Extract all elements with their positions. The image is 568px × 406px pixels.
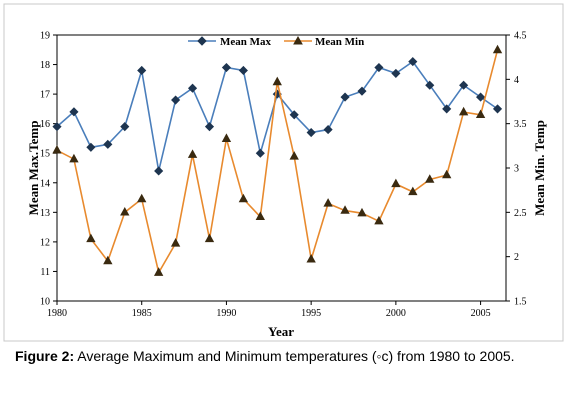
y-right-tick-label: 3.5 <box>514 119 527 130</box>
legend-mean-max-marker <box>197 36 207 46</box>
mean-min-point <box>374 215 384 225</box>
plot-area-frame <box>56 34 507 302</box>
x-tick-label: 1995 <box>301 308 321 319</box>
mean-min-point <box>52 144 62 154</box>
y-right-tick-label: 4 <box>514 75 519 86</box>
legend-mean-min-marker <box>293 35 303 45</box>
series-layer <box>52 44 503 276</box>
y-axis-right-title: Mean Min. Temp <box>532 120 547 216</box>
mean-max-point <box>306 127 316 138</box>
mean-max-point <box>459 80 469 90</box>
x-tick-label: 2005 <box>471 308 491 319</box>
mean-min-point <box>86 233 96 243</box>
mean-max-point <box>103 139 113 149</box>
x-tick-label: 2000 <box>386 308 406 319</box>
mean-max-point <box>391 68 401 78</box>
mean-min-point <box>425 174 435 183</box>
y-right-tick-label: 4.5 <box>514 31 527 42</box>
mean-max-point <box>442 104 452 114</box>
mean-max-point <box>52 122 62 132</box>
y-left-tick-label: 12 <box>40 237 50 248</box>
mean-max-point <box>492 104 503 114</box>
y-left-tick-label: 13 <box>40 208 50 219</box>
mean-max-point <box>408 57 418 67</box>
mean-max-point <box>86 142 96 152</box>
caption-label: Figure 2: <box>15 348 75 364</box>
x-tick-label: 1980 <box>47 308 67 319</box>
mean-min-point <box>408 186 418 196</box>
y-right-tick-label: 1.5 <box>514 297 527 308</box>
mean-max-point <box>374 62 384 73</box>
mean-max-point <box>171 95 181 105</box>
figure-caption: Figure 2: Average Maximum and Minimum te… <box>15 347 553 365</box>
mean-max-point <box>323 125 333 135</box>
y-right-tick-label: 2 <box>514 252 519 263</box>
mean-max-point <box>204 122 215 132</box>
mean-min-point <box>69 153 79 163</box>
mean-min-point <box>289 151 299 160</box>
mean-max-point <box>340 92 350 102</box>
mean-min-point <box>492 44 503 54</box>
ticks-layer: 10 11 12 13 14 15 16 17 18 19 1.5 2 2.5 3 3.5 4 4.5 1980 1… <box>40 31 527 320</box>
y-left-tick-label: 11 <box>40 267 50 278</box>
mean-max-point <box>289 110 299 120</box>
x-tick-label: 1985 <box>132 308 152 319</box>
y-left-tick-label: 16 <box>40 119 50 130</box>
mean-min-point <box>475 109 486 118</box>
mean-min-point <box>255 211 265 220</box>
mean-min-point <box>458 106 469 116</box>
x-axis-title: Year <box>268 324 294 339</box>
y-axis-left-title: Mean Max.Temp <box>26 121 41 216</box>
chart-frame <box>3 3 564 342</box>
legend: Mean Max Mean Min <box>188 35 364 48</box>
mean-min-point <box>323 198 333 207</box>
mean-max-point <box>187 83 198 93</box>
y-right-tick-label: 2.5 <box>514 208 527 219</box>
y-left-tick-label: 19 <box>40 31 50 42</box>
x-tick-label: 1990 <box>216 308 236 319</box>
legend-mean-min-label: Mean Min <box>315 36 364 48</box>
mean-max-point <box>425 80 435 90</box>
caption-text: Average Maximum and Minimum temperatures… <box>74 348 515 364</box>
y-left-tick-label: 14 <box>40 178 50 189</box>
y-right-tick-label: 3 <box>514 164 519 175</box>
mean-min-point <box>238 193 249 203</box>
mean-max-point <box>137 65 147 76</box>
y-left-tick-label: 15 <box>40 149 50 160</box>
mean-min-point <box>357 207 367 217</box>
y-left-tick-label: 17 <box>40 90 50 101</box>
mean-min-point <box>391 178 401 188</box>
mean-min-point <box>187 149 198 158</box>
mean-min-point <box>103 255 113 265</box>
mean-min-point <box>137 193 147 203</box>
mean-min-point <box>442 169 452 179</box>
mean-min-point <box>340 205 350 214</box>
mean-min-point <box>120 207 130 216</box>
mean-max-point <box>154 166 164 176</box>
mean-min-point <box>170 238 181 247</box>
mean-min-point <box>204 233 215 243</box>
y-left-tick-label: 18 <box>40 60 50 71</box>
y-left-tick-label: 10 <box>40 297 50 308</box>
mean-max-point <box>69 107 79 117</box>
mean-max-point <box>221 62 231 73</box>
mean-max-point <box>476 92 486 102</box>
mean-max-point <box>357 86 367 96</box>
mean-max-point <box>238 65 248 76</box>
mean-max-point <box>255 148 265 158</box>
legend-mean-max-label: Mean Max <box>220 36 272 48</box>
mean-min-point <box>153 267 164 276</box>
mean-max-point <box>120 122 130 132</box>
mean-min-point <box>221 133 232 142</box>
mean-min-point <box>272 76 282 86</box>
mean-min-point <box>306 253 316 263</box>
